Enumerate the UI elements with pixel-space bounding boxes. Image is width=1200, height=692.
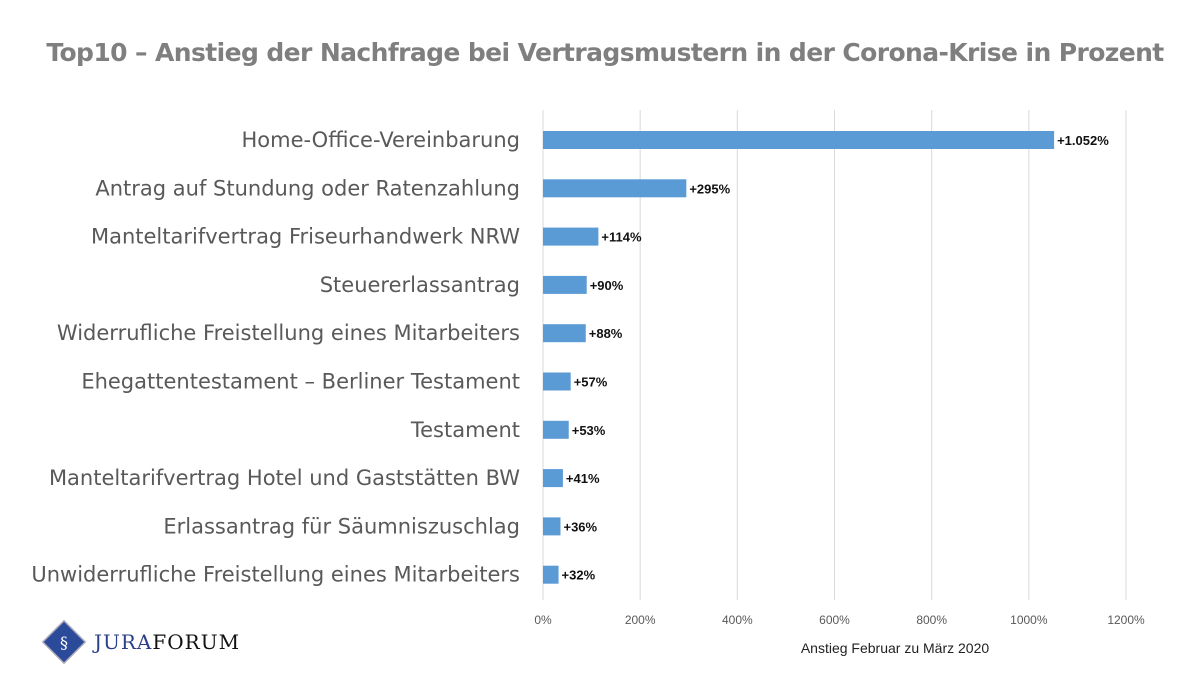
bar — [543, 131, 1055, 149]
x-tick-label: 200% — [625, 613, 656, 627]
bar — [543, 275, 587, 294]
category-label: Testament — [410, 418, 520, 442]
bar — [543, 420, 569, 439]
category-label: Widerrufliche Freistellung eines Mitarbe… — [57, 321, 520, 345]
category-label: Home-Office-Vereinbarung — [242, 128, 521, 152]
x-tick-label: 1000% — [1010, 613, 1048, 627]
category-label: Manteltarifvertrag Friseurhandwerk NRW — [91, 225, 520, 249]
data-label: +32% — [562, 568, 596, 583]
x-tick-label: 600% — [819, 613, 850, 627]
bar — [543, 324, 586, 343]
bar — [543, 179, 687, 198]
chart-title: Top10 – Anstieg der Nachfrage bei Vertra… — [46, 38, 1164, 67]
x-tick-label: 400% — [722, 613, 753, 627]
category-label: Manteltarifvertrag Hotel und Gaststätten… — [49, 466, 520, 490]
data-label: +114% — [601, 230, 642, 245]
data-label: +1.052% — [1057, 133, 1109, 148]
bar — [543, 517, 561, 536]
x-axis-title: Anstieg Februar zu März 2020 — [801, 640, 990, 656]
logo-diamond-icon: § — [42, 620, 86, 664]
category-label: Antrag auf Stundung oder Ratenzahlung — [95, 176, 520, 200]
data-label: +57% — [574, 375, 608, 390]
bar — [543, 469, 563, 488]
data-label: +90% — [590, 278, 624, 293]
data-label: +53% — [572, 423, 606, 438]
juraforum-logo: § JURAFORUM — [42, 620, 240, 664]
bar — [543, 565, 559, 584]
x-tick-label: 800% — [916, 613, 947, 627]
logo-text: JURAFORUM — [94, 630, 241, 654]
category-label: Erlassantrag für Säumniszuschlag — [163, 514, 520, 538]
x-tick-label: 1200% — [1107, 613, 1145, 627]
data-label: +41% — [566, 471, 600, 486]
category-label: Steuererlassantrag — [320, 273, 520, 297]
category-label: Unwiderrufliche Freistellung eines Mitar… — [31, 563, 520, 587]
category-label: Ehegattentestament – Berliner Testament — [81, 370, 520, 394]
data-label: +88% — [589, 326, 623, 341]
bar — [543, 227, 599, 246]
bar — [543, 372, 571, 391]
data-label: +36% — [563, 519, 597, 534]
x-tick-label: 0% — [534, 613, 552, 627]
data-label: +295% — [689, 181, 730, 196]
svg-text:§: § — [60, 633, 68, 652]
